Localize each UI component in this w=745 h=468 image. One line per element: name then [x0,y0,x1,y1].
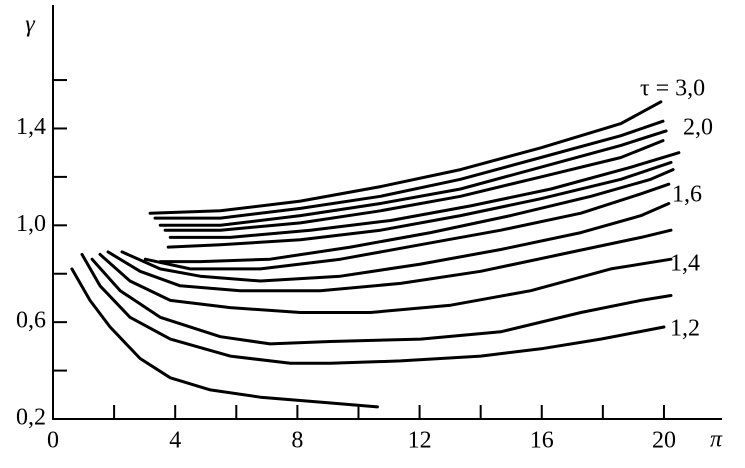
curve [80,252,666,365]
y-axis-label: γ [25,12,35,38]
y-tick-label: 1,0 [16,211,46,237]
x-tick-label: 8 [291,428,303,454]
curve [163,139,665,232]
curve-label: τ = 3,0 [640,76,705,102]
curve [153,119,665,220]
x-tick-label: 4 [169,428,181,454]
curve [168,151,681,239]
curve [120,202,671,283]
y-tick-label: 0,2 [16,405,46,431]
curve [158,168,675,264]
y-tick-label: 1,4 [16,114,46,140]
curve-label: 1,4 [670,251,700,277]
x-tick-label: 12 [408,428,432,454]
curve [158,129,668,227]
curve-label: 1,6 [672,182,702,208]
curve [143,182,671,271]
curve-label: 2,0 [683,115,713,141]
curve [70,267,379,409]
x-tick-label: 16 [530,428,554,454]
curve [148,100,663,215]
curve [166,160,673,249]
curve [106,228,673,293]
y-tick-label: 0,6 [16,308,46,334]
curve [90,257,673,346]
x-tick-label: 20 [652,428,676,454]
x-axis-label: π [710,427,723,453]
x-tick-label: 0 [47,428,59,454]
curve-label: 1,2 [670,316,700,342]
curve [98,252,673,314]
